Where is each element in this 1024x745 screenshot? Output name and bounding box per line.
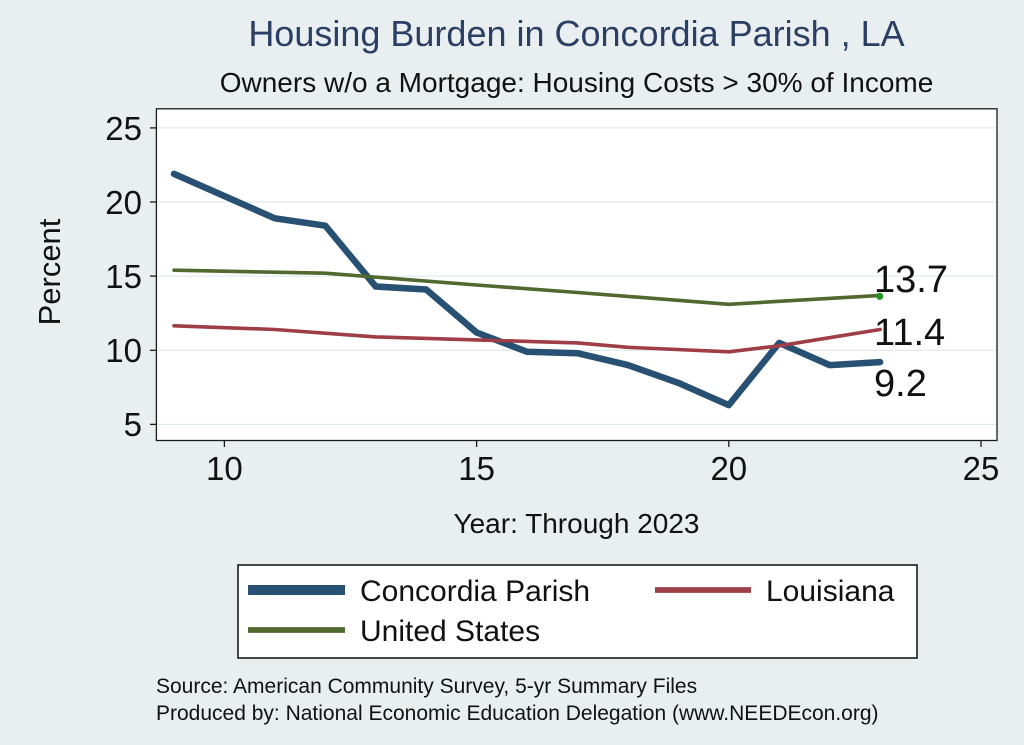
svg-text:10: 10: [206, 450, 243, 487]
svg-text:10: 10: [105, 332, 142, 369]
svg-text:5: 5: [124, 406, 142, 443]
svg-text:9.2: 9.2: [874, 363, 927, 405]
svg-text:Concordia Parish: Concordia Parish: [360, 575, 590, 608]
svg-text:25: 25: [105, 110, 142, 147]
svg-text:20: 20: [710, 450, 747, 487]
svg-text:Louisiana: Louisiana: [766, 575, 895, 608]
svg-text:13.7: 13.7: [874, 259, 948, 301]
svg-text:25: 25: [963, 450, 1000, 487]
svg-text:United States: United States: [360, 615, 540, 648]
svg-text:15: 15: [458, 450, 495, 487]
svg-text:11.4: 11.4: [874, 312, 945, 354]
svg-text:20: 20: [105, 184, 142, 221]
svg-text:15: 15: [105, 258, 142, 295]
